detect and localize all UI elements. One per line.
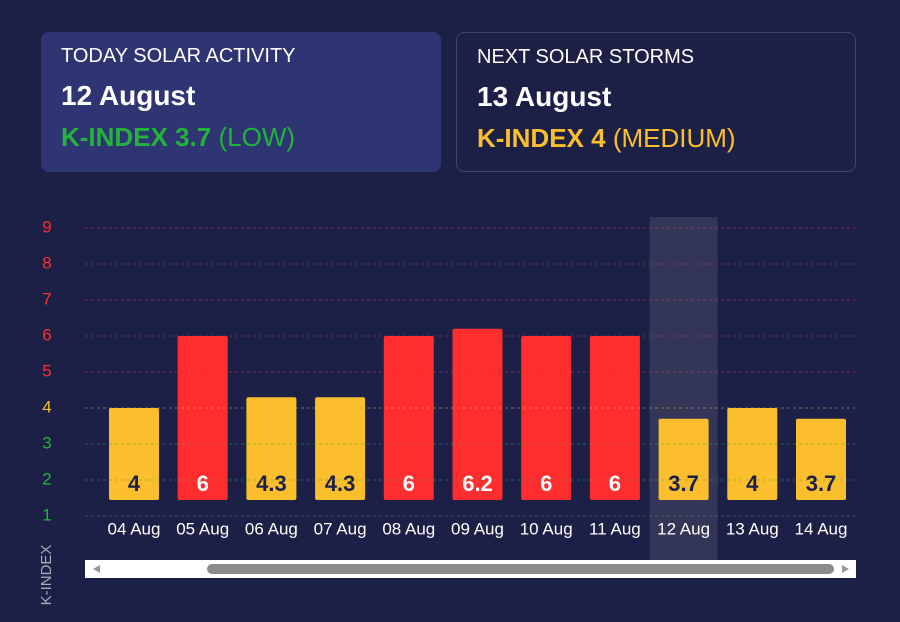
card-index-line: K-INDEX 4 (MEDIUM)	[477, 123, 835, 154]
card-label: TODAY SOLAR ACTIVITY	[61, 45, 296, 67]
card-level: (LOW)	[218, 122, 296, 152]
card: TODAY SOLAR ACTIVITY 12 August K-INDEX 3…	[41, 32, 441, 172]
y-tick-label: 2	[42, 469, 51, 488]
value-label: 6	[403, 471, 415, 496]
x-tick-label: 04 Aug	[108, 519, 161, 538]
value-label: 6.2	[462, 471, 493, 496]
y-tick-label: 5	[42, 361, 51, 380]
card-date: 13 August	[477, 81, 612, 112]
x-tick-label: 06 Aug	[245, 519, 298, 538]
bar	[796, 418, 846, 500]
card-date: 12 August	[61, 80, 196, 111]
y-tick-label: 1	[42, 505, 51, 524]
card-index-line: K-INDEX 3.7 (LOW)	[61, 122, 421, 153]
card-index: K-INDEX 4	[477, 123, 606, 153]
bar	[383, 336, 434, 500]
x-tick-label: 12 Aug	[657, 519, 710, 538]
card-label: NEXT SOLAR STORMS	[477, 46, 695, 68]
value-label: 4	[128, 471, 141, 496]
x-tick-label: 05 Aug	[176, 519, 229, 538]
highlight-column	[649, 217, 718, 560]
value-label: 4.3	[325, 471, 356, 496]
bar	[315, 397, 366, 500]
bar	[246, 397, 297, 500]
bar	[177, 336, 228, 500]
x-tick-label: 14 Aug	[795, 519, 848, 538]
value-label: 4	[746, 471, 759, 496]
y-tick-label: 9	[42, 217, 51, 236]
value-label: 6	[197, 471, 209, 496]
y-tick-label: 3	[42, 433, 51, 452]
scroll-left[interactable]	[93, 565, 100, 573]
scroll-thumb[interactable]	[207, 564, 834, 574]
bar	[109, 408, 159, 500]
x-tick-label: 07 Aug	[314, 519, 367, 538]
bar	[727, 408, 778, 500]
value-label: 4.3	[256, 471, 287, 496]
y-tick-label: 8	[42, 253, 51, 272]
x-tick-label: 10 Aug	[520, 519, 573, 538]
value-label: 6	[540, 471, 552, 496]
x-tick-label: 09 Aug	[451, 519, 504, 538]
card-level: (MEDIUM)	[612, 123, 736, 153]
x-tick-label: 11 Aug	[589, 519, 641, 538]
card-index: K-INDEX 3.7	[61, 122, 212, 152]
y-axis-label: K-INDEX	[38, 545, 55, 606]
bar	[589, 336, 640, 500]
value-label: 6	[609, 471, 621, 496]
plot: 4 04 Aug 6 05 Aug 4.3 06 Aug 4.3 07 Aug 6 08 Aug 6…	[108, 217, 848, 560]
scroll-right[interactable]	[842, 565, 849, 573]
y-tick-label: 4	[42, 397, 51, 416]
bar	[521, 336, 572, 500]
x-tick-label: 08 Aug	[382, 519, 435, 538]
y-tick-label: 6	[42, 325, 51, 344]
bar	[658, 418, 709, 500]
value-label: 3.7	[668, 471, 699, 496]
y-tick-label: 7	[42, 289, 51, 308]
bar	[452, 328, 503, 500]
card: NEXT SOLAR STORMS 13 August K-INDEX 4 (M…	[456, 32, 856, 172]
value-label: 3.7	[806, 471, 837, 496]
x-tick-label: 13 Aug	[726, 519, 779, 538]
